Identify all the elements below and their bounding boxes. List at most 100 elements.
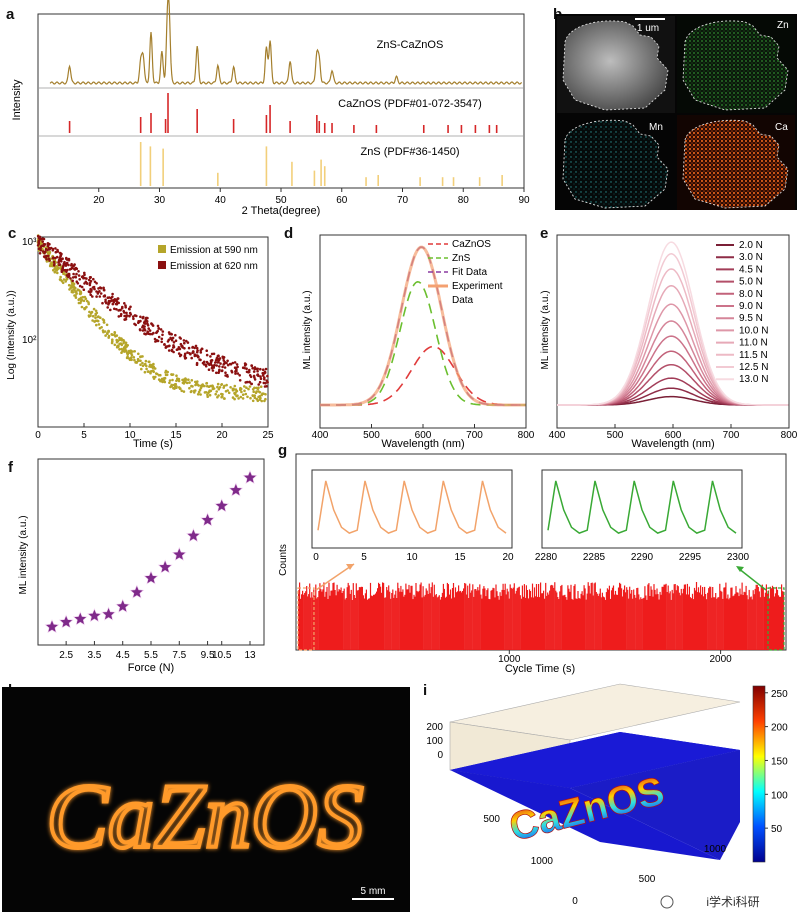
point-620 [157, 335, 161, 339]
point-590 [132, 356, 136, 359]
cycle-bar [630, 593, 632, 650]
legend-label: 11.0 N [739, 338, 768, 349]
point-620 [150, 323, 154, 326]
point-590 [152, 365, 155, 369]
cycle-bar [386, 587, 388, 650]
cycle-bar [750, 596, 752, 650]
point-620 [51, 249, 55, 252]
point-620 [123, 311, 126, 314]
y-tick-label: 0 [572, 896, 578, 907]
point-620 [223, 360, 227, 364]
point-590 [246, 395, 249, 399]
cycle-bar [447, 584, 449, 650]
cycle-bar [477, 587, 479, 650]
point-590 [79, 301, 82, 305]
cycle-chart: 0 5 10 15 20 2280 2285 2290 2295 2300 1000 2000 C… [278, 453, 787, 675]
cycle-bar [572, 599, 574, 650]
cycle-bar [336, 584, 338, 650]
star-point [58, 614, 74, 629]
cycle-bar [306, 586, 308, 650]
cycle-bar [522, 596, 524, 650]
legend-620: Emission at 620 nm [170, 261, 258, 272]
trace-label-cazno-pdf: CaZnOS (PDF#01-072-3547) [338, 98, 482, 110]
cycle-bar [513, 583, 515, 650]
cycle-bar [670, 599, 672, 650]
point-590 [95, 323, 98, 327]
cycle-bar [606, 588, 608, 650]
point-590 [216, 385, 219, 389]
cycle-bar [449, 589, 452, 650]
point-590 [74, 286, 77, 290]
point-590 [133, 358, 136, 362]
cycle-bar [506, 588, 508, 650]
star-point [157, 559, 173, 574]
x-axis-label: Force (N) [128, 662, 174, 674]
cycle-bar [688, 586, 690, 650]
cycle-bar [455, 592, 458, 651]
star-point [129, 584, 145, 599]
point-590 [253, 386, 256, 390]
cycle-bar [354, 598, 356, 650]
point-590 [110, 333, 113, 336]
y-tick-100: 10² [22, 335, 37, 346]
point-590 [152, 375, 155, 379]
cycle-bar [716, 598, 718, 650]
point-620 [238, 374, 241, 377]
point-590 [163, 376, 167, 380]
cycle-bar [765, 584, 767, 650]
cycle-bar [585, 599, 587, 650]
cycle-bar [538, 584, 540, 650]
cycle-bar [680, 588, 682, 650]
cycle-bar [724, 587, 726, 650]
x-axis-label: Wavelength (nm) [381, 438, 464, 450]
cazno-fit-curve [320, 345, 526, 406]
cycle-bar [687, 594, 689, 650]
cycle-bar [328, 582, 330, 650]
x-tick-label: 800 [518, 430, 535, 441]
y-axis-label: Counts [278, 544, 289, 576]
cycle-bar [626, 587, 628, 650]
point-620 [222, 363, 225, 366]
cycle-bar [358, 587, 360, 650]
point-620 [92, 277, 95, 281]
cycle-bar [745, 585, 747, 650]
cycle-bar [705, 594, 707, 650]
point-620 [161, 333, 164, 337]
cycle-bar [631, 590, 633, 650]
point-620 [99, 292, 103, 295]
experiment-curve [320, 245, 526, 407]
cycle-bar [373, 594, 376, 650]
cycle-bar [767, 590, 769, 650]
point-620 [191, 346, 194, 349]
point-590 [187, 378, 190, 381]
x-tick-label: 30 [154, 195, 166, 206]
cycle-bar [484, 588, 486, 650]
cycle-bar [694, 590, 697, 650]
cycle-bar [718, 597, 720, 650]
cycle-bar [474, 589, 476, 650]
cycle-bar [329, 595, 331, 650]
cycle-bar [676, 585, 678, 650]
point-620 [88, 276, 92, 280]
point-590 [82, 299, 86, 303]
point-620 [183, 347, 186, 350]
point-620 [248, 368, 251, 372]
point-620 [159, 328, 163, 331]
x-tick-label: 60 [336, 195, 348, 206]
cycle-bar [653, 584, 655, 650]
cycle-bar [709, 586, 711, 650]
cycle-bar [464, 583, 466, 650]
point-590 [151, 369, 155, 372]
cycle-bar [302, 590, 304, 650]
cycle-bar [609, 598, 612, 650]
x-tick-label: 500 [607, 430, 624, 441]
cycle-bar [531, 583, 534, 650]
point-590 [207, 385, 211, 388]
point-590 [120, 351, 123, 354]
cycle-bar [311, 592, 313, 650]
cycle-bar [685, 594, 687, 650]
cycle-bar [488, 598, 490, 650]
cycle-bar [444, 597, 446, 650]
point-620 [48, 242, 51, 246]
point-620 [66, 268, 69, 272]
